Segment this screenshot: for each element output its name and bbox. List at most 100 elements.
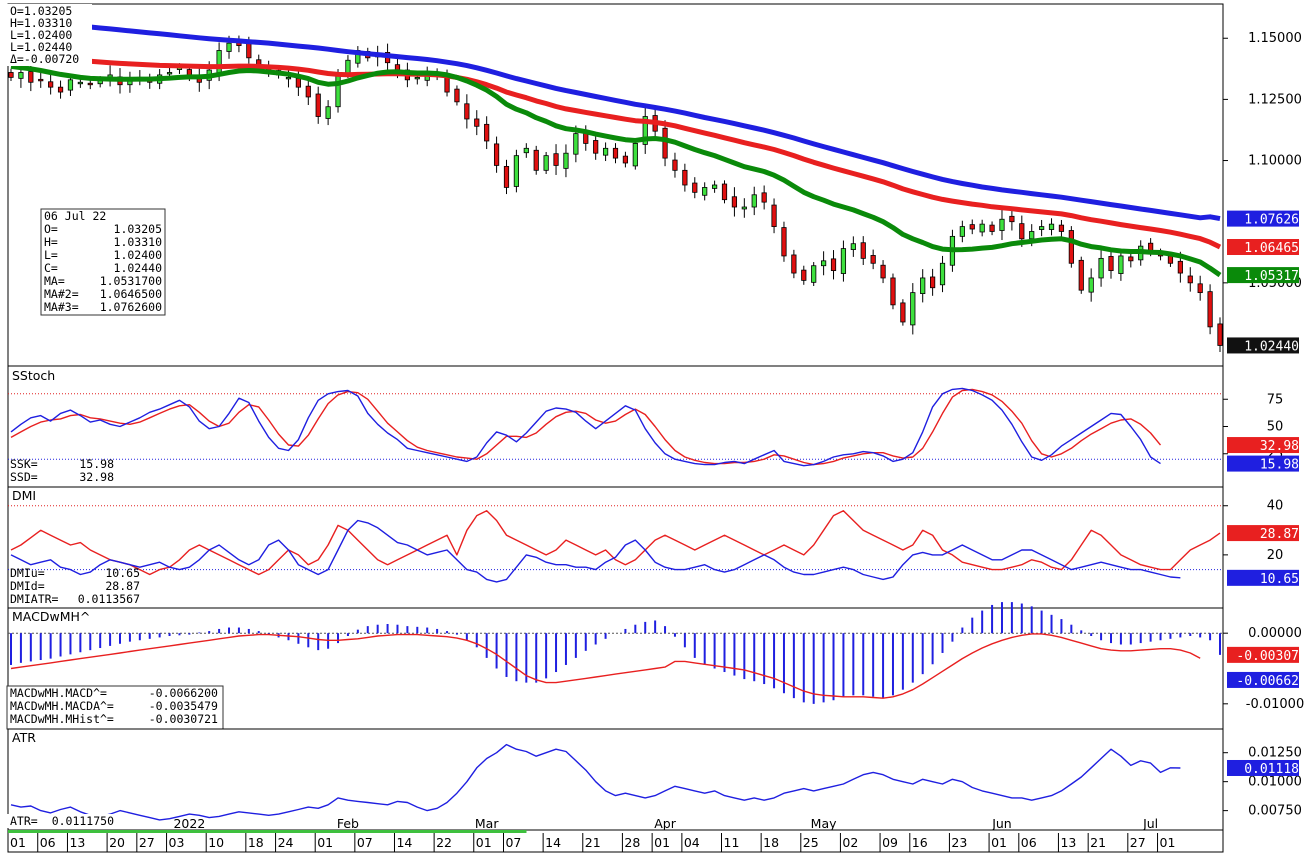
ohlc-readout-open: O=1.03205: [10, 4, 72, 18]
candle-body: [414, 76, 420, 80]
sstoch-readout-value: 32.98: [79, 470, 114, 484]
candle-body: [702, 187, 708, 196]
candle-body: [563, 152, 569, 169]
dmi-title: DMI: [12, 488, 36, 503]
candle-body: [692, 182, 698, 193]
price-last-value: 1.07626: [1244, 213, 1299, 228]
x-axis-day-label: 14: [396, 835, 412, 850]
sstoch-last-value: 32.98: [1260, 439, 1299, 454]
macd-readout-value: -0.0035479: [149, 699, 218, 713]
candle-body: [1098, 257, 1104, 279]
candle-body: [969, 224, 975, 230]
info-box-value: 1.03205: [114, 222, 162, 236]
dmi-last-value-tag: [1227, 525, 1299, 542]
candle-body: [622, 155, 629, 164]
candle-body: [166, 72, 173, 75]
price-last-value-tag: [1227, 267, 1299, 284]
candle-body: [543, 155, 549, 171]
atr-last-value-tag: [1227, 759, 1299, 776]
candle-body: [295, 77, 301, 88]
macd-readout-label: MACDwMH.MACDA^=: [10, 699, 114, 713]
ohlc-readout-low: L=1.02400: [10, 28, 72, 42]
candle-body: [642, 116, 648, 145]
x-axis-day-label: 21: [585, 835, 601, 850]
candle-body: [325, 106, 331, 119]
candle-body: [1197, 283, 1203, 294]
candle-body: [1039, 226, 1045, 230]
panel-frame: [7, 486, 1224, 609]
x-axis-day-label: 27: [139, 835, 155, 850]
dmi-readout-label: DMIu=: [10, 566, 45, 580]
macd-readout-value: -0.0030721: [149, 712, 218, 726]
candle-body: [285, 76, 292, 80]
candle-body: [721, 183, 728, 201]
sstoch-last-value-tag: [1227, 455, 1299, 472]
x-axis-frame: [7, 829, 1224, 853]
candle-body: [315, 93, 321, 117]
sstoch-readout-label: SSD=: [10, 470, 38, 484]
price-last-value-tag: [1227, 239, 1299, 256]
candle-body: [801, 269, 807, 281]
candle-body: [781, 227, 787, 257]
sstoch-title: SStoch: [12, 368, 55, 383]
candle-body: [662, 127, 668, 159]
atr-axis-tick-label: 0.00750: [1248, 804, 1302, 819]
info-box-value: 1.0531700: [100, 274, 162, 288]
price-last-value: 1.05317: [1244, 269, 1299, 284]
info-box-label: MA#3=: [44, 300, 79, 314]
candle-body: [1217, 323, 1223, 346]
dmi-readout-label: DMId=: [10, 579, 45, 593]
x-axis-month-label: Apr: [654, 816, 676, 831]
candle-body: [731, 196, 738, 208]
x-axis-day-label: 01: [1160, 835, 1176, 850]
ssk-line: [10, 387, 1161, 467]
x-axis-day-label: 25: [803, 835, 819, 850]
macd-readout-label: MACDwMH.MHist^=: [10, 712, 114, 726]
price-axis-tick-label: 1.12500: [1248, 92, 1302, 107]
macd-axis-tick-label: -0.01000: [1246, 697, 1304, 712]
x-axis-day-label: 03: [169, 835, 185, 850]
ma1-line: [10, 63, 1222, 278]
x-axis-day-label: 21: [1090, 835, 1106, 850]
panel-frame: [7, 728, 1224, 831]
atr-readout-label: ATR=: [10, 814, 38, 828]
atr-title: ATR: [12, 730, 36, 745]
x-axis-highlight: [8, 830, 527, 833]
x-axis-day-label: 01: [317, 835, 333, 850]
candle-body: [246, 42, 252, 59]
x-axis-day-label: 16: [912, 835, 928, 850]
candle-body: [553, 153, 559, 166]
candle-body: [672, 159, 678, 171]
x-axis-day-label: 14: [545, 835, 561, 850]
price-last-value: 1.06465: [1244, 241, 1299, 256]
dmi-readout-value: 0.0113567: [78, 592, 140, 606]
x-axis-month-label: 2022: [173, 816, 205, 831]
macd-last-value-tag: [1227, 646, 1299, 663]
dmi-panel[interactable]: 40 20 DMI DMIu= 10.65 DMId= 28.87 DMIATR= 0.0113…: [7, 486, 1299, 609]
candle-body: [226, 42, 232, 52]
info-box-value: 1.02400: [114, 248, 163, 262]
atr-readout-value: 0.0111750: [52, 814, 114, 828]
candle-body: [48, 81, 54, 88]
price-last-value-tag: [1227, 210, 1299, 227]
macd-last-value-tag: [1227, 671, 1299, 688]
macd-panel[interactable]: 0.00000 -0.01000 MACDwMH^ MACDwMH.MACD^= -0.…: [6, 602, 1304, 730]
candle-body: [28, 71, 34, 83]
x-axis-day-label: 13: [69, 835, 85, 850]
dmi-last-value: 28.87: [1260, 527, 1299, 542]
dmi-axis-tick-label: 20: [1267, 548, 1284, 563]
x-axis-day-label: 02: [842, 835, 858, 850]
atr-panel[interactable]: 0.01250 0.01000 0.00750 ATR ATR= 0.0111750 0.0…: [7, 728, 1302, 831]
candle-body: [1068, 230, 1074, 264]
price-panel[interactable]: 1.150001.125001.100001.050001.076261.064…: [7, 3, 1302, 367]
candle-body: [751, 194, 757, 208]
atr-axis-tick-label: 0.01000: [1248, 775, 1302, 790]
candle-body: [959, 226, 965, 237]
candle-body: [57, 86, 64, 93]
info-box-label: H=: [44, 235, 58, 249]
candle-body: [821, 260, 827, 267]
candle-body: [18, 72, 24, 79]
candle-body: [999, 218, 1005, 231]
